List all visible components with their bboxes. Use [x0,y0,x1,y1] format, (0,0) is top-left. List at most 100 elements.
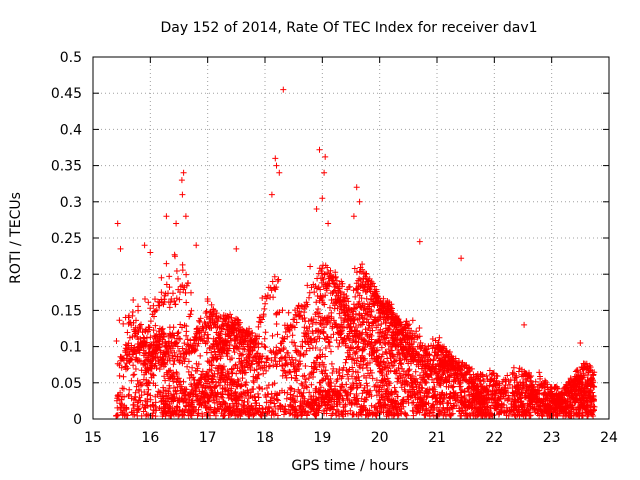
data-point [417,356,424,363]
data-point [164,371,171,378]
data-point [307,408,314,415]
data-point [196,319,203,325]
data-point [332,281,339,288]
data-point [355,339,362,346]
data-point [275,276,282,283]
data-point [342,359,349,366]
data-point [362,288,369,295]
data-point [172,253,178,260]
data-point [255,323,262,330]
data-point [151,347,158,354]
data-point [369,349,376,355]
data-point [147,249,154,256]
data-point [157,347,164,354]
data-point [324,264,331,271]
data-point [487,377,494,384]
data-point [378,321,385,327]
data-point [166,354,172,360]
data-point [362,273,369,280]
data-point [130,372,137,379]
data-point [132,366,139,372]
data-point [409,346,416,353]
data-point [369,327,376,334]
data-point [266,363,273,370]
data-point [483,372,490,379]
data-point [428,365,435,372]
data-point [328,334,334,341]
data-point [148,341,155,348]
data-point [214,318,221,325]
chart-title: Day 152 of 2014, Rate Of TEC Index for r… [160,20,537,36]
data-point [170,361,177,368]
data-point [337,324,344,331]
data-point [426,352,433,358]
data-point [301,338,308,345]
data-point [313,299,320,306]
data-point [173,268,180,274]
data-point [177,289,183,296]
data-point [168,339,175,346]
data-point [163,281,170,288]
data-point [347,390,354,397]
data-point [301,372,308,379]
data-point [337,303,344,310]
data-point [261,305,268,312]
data-point [207,383,214,390]
data-point [425,343,432,350]
data-point [174,330,181,337]
data-point [208,349,215,356]
data-point [307,263,314,270]
data-point [343,381,350,388]
grid [93,57,609,419]
data-point [361,337,368,344]
data-point [381,334,388,341]
data-point [152,350,159,357]
data-point [408,335,415,342]
data-point [316,310,323,317]
data-point [228,314,235,321]
data-point [352,311,359,318]
data-point [237,383,244,390]
data-point [542,377,548,384]
data-point [142,343,149,349]
data-point [440,370,447,377]
data-point [291,316,298,323]
data-point [315,313,322,320]
data-point [283,395,290,402]
data-point [277,348,284,355]
data-point [274,331,281,338]
data-point [377,358,384,364]
data-point [141,242,148,249]
data-point [589,375,595,382]
data-point [302,376,309,383]
data-point [379,372,386,379]
data-point [436,368,443,375]
data-point [380,358,387,365]
data-point [261,362,268,369]
data-point [179,345,186,352]
data-point [337,334,344,341]
data-point [228,337,235,344]
data-point [261,335,268,342]
data-point [249,357,256,364]
data-point [256,333,263,340]
data-point [150,371,156,378]
data-point [273,310,280,317]
data-point [224,322,231,328]
data-point [183,299,190,306]
data-point [192,334,199,341]
data-point [120,320,127,327]
data-point [184,341,191,348]
data-point [134,412,141,419]
data-point [329,274,336,281]
data-point [329,410,336,417]
data-point [389,329,396,336]
data-point [270,362,277,369]
data-point [320,363,327,370]
data-point [183,282,190,289]
data-point [135,303,141,310]
data-point [358,295,365,302]
data-point [262,300,269,307]
data-point [587,364,594,371]
data-point [189,364,196,371]
